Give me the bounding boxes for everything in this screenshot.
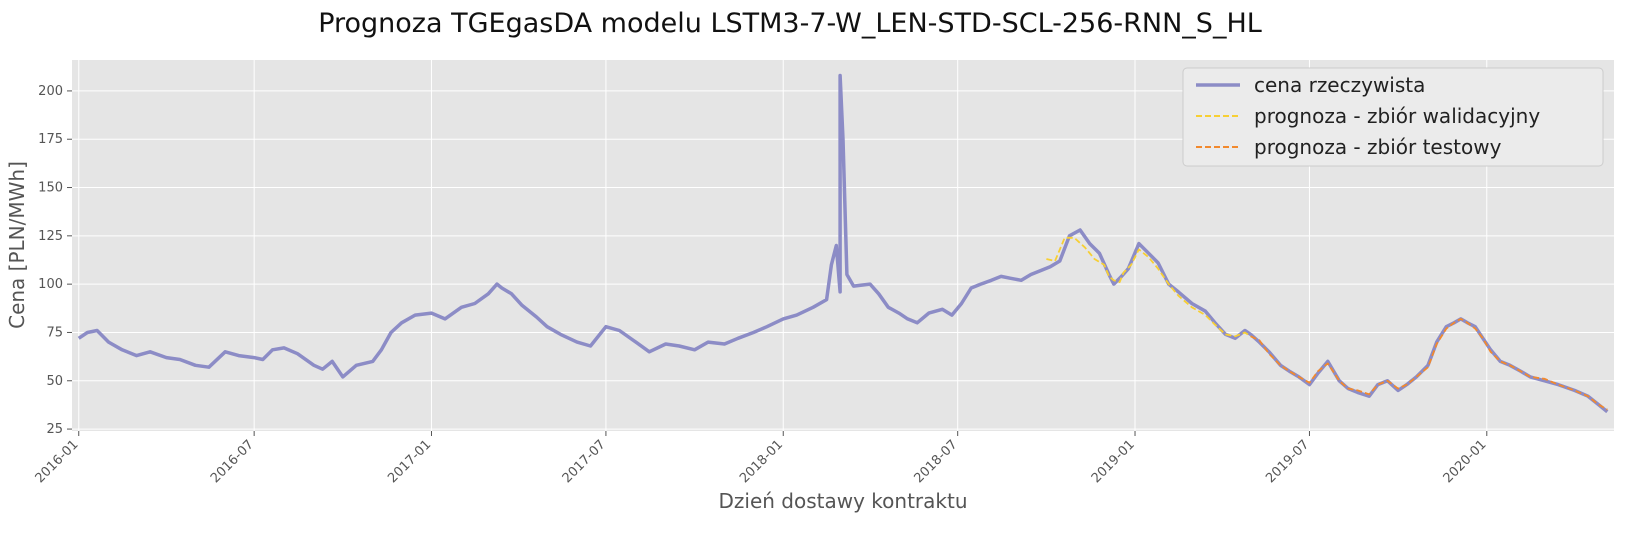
x-tick-label: 2018-07 [911,437,960,486]
y-axis: 25 50 75 100 125 150 175 200 [38,84,72,437]
x-tick-label: 2017-01 [385,437,434,486]
series-group [77,73,1609,414]
x-tick-label: 2017-07 [560,437,609,486]
y-tick-label: 100 [38,277,63,292]
series-line-2 [1250,318,1608,411]
legend-label-test: prognoza - zbiór testowy [1254,135,1502,159]
x-tick-label: 2016-01 [33,437,82,486]
y-tick-label: 200 [38,84,63,99]
x-tick-label: 2020-01 [1441,437,1490,486]
y-tick-label: 50 [46,374,63,389]
x-tick-label: 2018-01 [737,437,786,486]
y-tick-label: 175 [38,132,63,147]
y-axis-label: Cena [PLN/MWh] [5,161,29,329]
x-axis-label: Dzień dostawy kontraktu [719,489,968,513]
series-line-1 [1046,236,1252,338]
legend: cena rzeczywista prognoza - zbiór walida… [1182,67,1604,167]
legend-label-actual: cena rzeczywista [1254,73,1425,97]
x-tick-label: 2016-07 [208,437,257,486]
y-tick-label: 25 [46,422,63,437]
y-tick-label: 150 [38,181,63,196]
grid [72,60,1614,431]
chart-title: Prognoza TGEgasDA modelu LSTM3-7-W_LEN-S… [318,8,1262,39]
y-tick-label: 125 [38,229,63,244]
x-axis: 2016-01 2016-07 2017-01 2017-07 2018-01 2018-… [33,431,1490,486]
legend-label-validation: prognoza - zbiór walidacyjny [1254,104,1540,128]
legend-box [1182,67,1604,167]
x-tick-label: 2019-01 [1089,437,1138,486]
x-tick-label: 2019-07 [1263,437,1312,486]
y-tick-label: 75 [46,325,63,340]
